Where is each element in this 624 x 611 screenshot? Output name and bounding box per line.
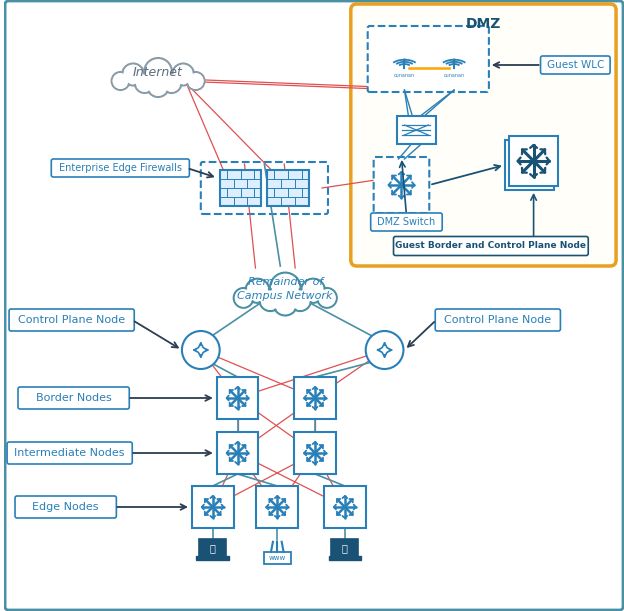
Circle shape [303, 280, 324, 301]
Bar [294, 432, 336, 474]
Text: Enterprise Edge Firewalls: Enterprise Edge Firewalls [59, 163, 182, 173]
Circle shape [124, 65, 143, 84]
Bar [197, 556, 229, 560]
FancyBboxPatch shape [540, 56, 610, 74]
FancyBboxPatch shape [15, 496, 116, 518]
Bar [294, 377, 336, 419]
Bar [331, 540, 358, 557]
Text: Guest WLC: Guest WLC [547, 60, 604, 70]
Circle shape [182, 331, 220, 369]
Circle shape [135, 73, 155, 93]
Text: Intermediate Nodes: Intermediate Nodes [14, 448, 125, 458]
Circle shape [173, 65, 193, 84]
Text: www: www [269, 555, 286, 561]
FancyBboxPatch shape [9, 309, 134, 331]
Text: Edge Nodes: Edge Nodes [32, 502, 99, 512]
Circle shape [403, 59, 406, 62]
Text: Internet: Internet [133, 65, 183, 78]
Circle shape [162, 73, 182, 93]
Circle shape [289, 289, 311, 311]
Bar [505, 140, 555, 190]
Circle shape [187, 72, 205, 90]
Text: 🔒: 🔒 [342, 543, 348, 553]
FancyBboxPatch shape [368, 26, 489, 92]
FancyBboxPatch shape [7, 442, 132, 464]
Bar [267, 170, 309, 206]
Circle shape [247, 280, 268, 301]
Bar [192, 486, 233, 528]
Bar [324, 486, 366, 528]
FancyBboxPatch shape [51, 159, 189, 177]
Bar [217, 432, 258, 474]
Bar [264, 552, 291, 565]
FancyBboxPatch shape [201, 162, 328, 214]
Circle shape [452, 59, 456, 62]
Circle shape [233, 288, 253, 308]
Circle shape [366, 331, 404, 369]
Text: DMZ: DMZ [466, 17, 501, 31]
Circle shape [260, 289, 281, 311]
Circle shape [261, 290, 280, 310]
Text: Remainder of: Remainder of [248, 277, 323, 287]
FancyBboxPatch shape [18, 387, 129, 409]
FancyBboxPatch shape [371, 213, 442, 231]
Circle shape [270, 273, 301, 304]
Bar [509, 136, 558, 186]
Text: Control Plane Node: Control Plane Node [18, 315, 125, 325]
Circle shape [163, 74, 180, 92]
Circle shape [318, 289, 336, 307]
Text: Border Nodes: Border Nodes [36, 393, 112, 403]
Circle shape [112, 72, 129, 90]
Circle shape [147, 75, 169, 97]
Bar [199, 540, 227, 557]
Circle shape [275, 293, 296, 314]
Circle shape [122, 64, 144, 86]
Circle shape [113, 73, 129, 89]
Circle shape [149, 76, 168, 96]
FancyBboxPatch shape [351, 4, 616, 266]
Bar [256, 486, 298, 528]
Text: DMZ Switch: DMZ Switch [378, 217, 436, 227]
Text: cunanan: cunanan [444, 73, 465, 78]
Bar [220, 170, 261, 206]
Bar [329, 556, 361, 560]
FancyBboxPatch shape [5, 1, 623, 610]
Text: 🔒: 🔒 [210, 543, 216, 553]
Circle shape [188, 73, 203, 89]
Circle shape [146, 60, 170, 84]
Bar [217, 377, 258, 419]
Text: Guest Border and Control Plane Node: Guest Border and Control Plane Node [396, 241, 587, 251]
Text: Campus Network: Campus Network [238, 291, 333, 301]
Circle shape [273, 291, 297, 315]
Circle shape [245, 279, 270, 303]
Circle shape [291, 290, 310, 310]
Text: cunanan: cunanan [394, 73, 415, 78]
Circle shape [136, 74, 154, 92]
FancyBboxPatch shape [394, 236, 588, 255]
Text: Control Plane Node: Control Plane Node [444, 315, 552, 325]
Bar [396, 116, 436, 144]
Circle shape [235, 289, 252, 307]
Circle shape [144, 58, 172, 86]
Circle shape [272, 274, 299, 302]
Circle shape [301, 279, 325, 303]
FancyBboxPatch shape [436, 309, 560, 331]
Circle shape [317, 288, 337, 308]
Circle shape [172, 64, 194, 86]
FancyBboxPatch shape [374, 157, 429, 213]
